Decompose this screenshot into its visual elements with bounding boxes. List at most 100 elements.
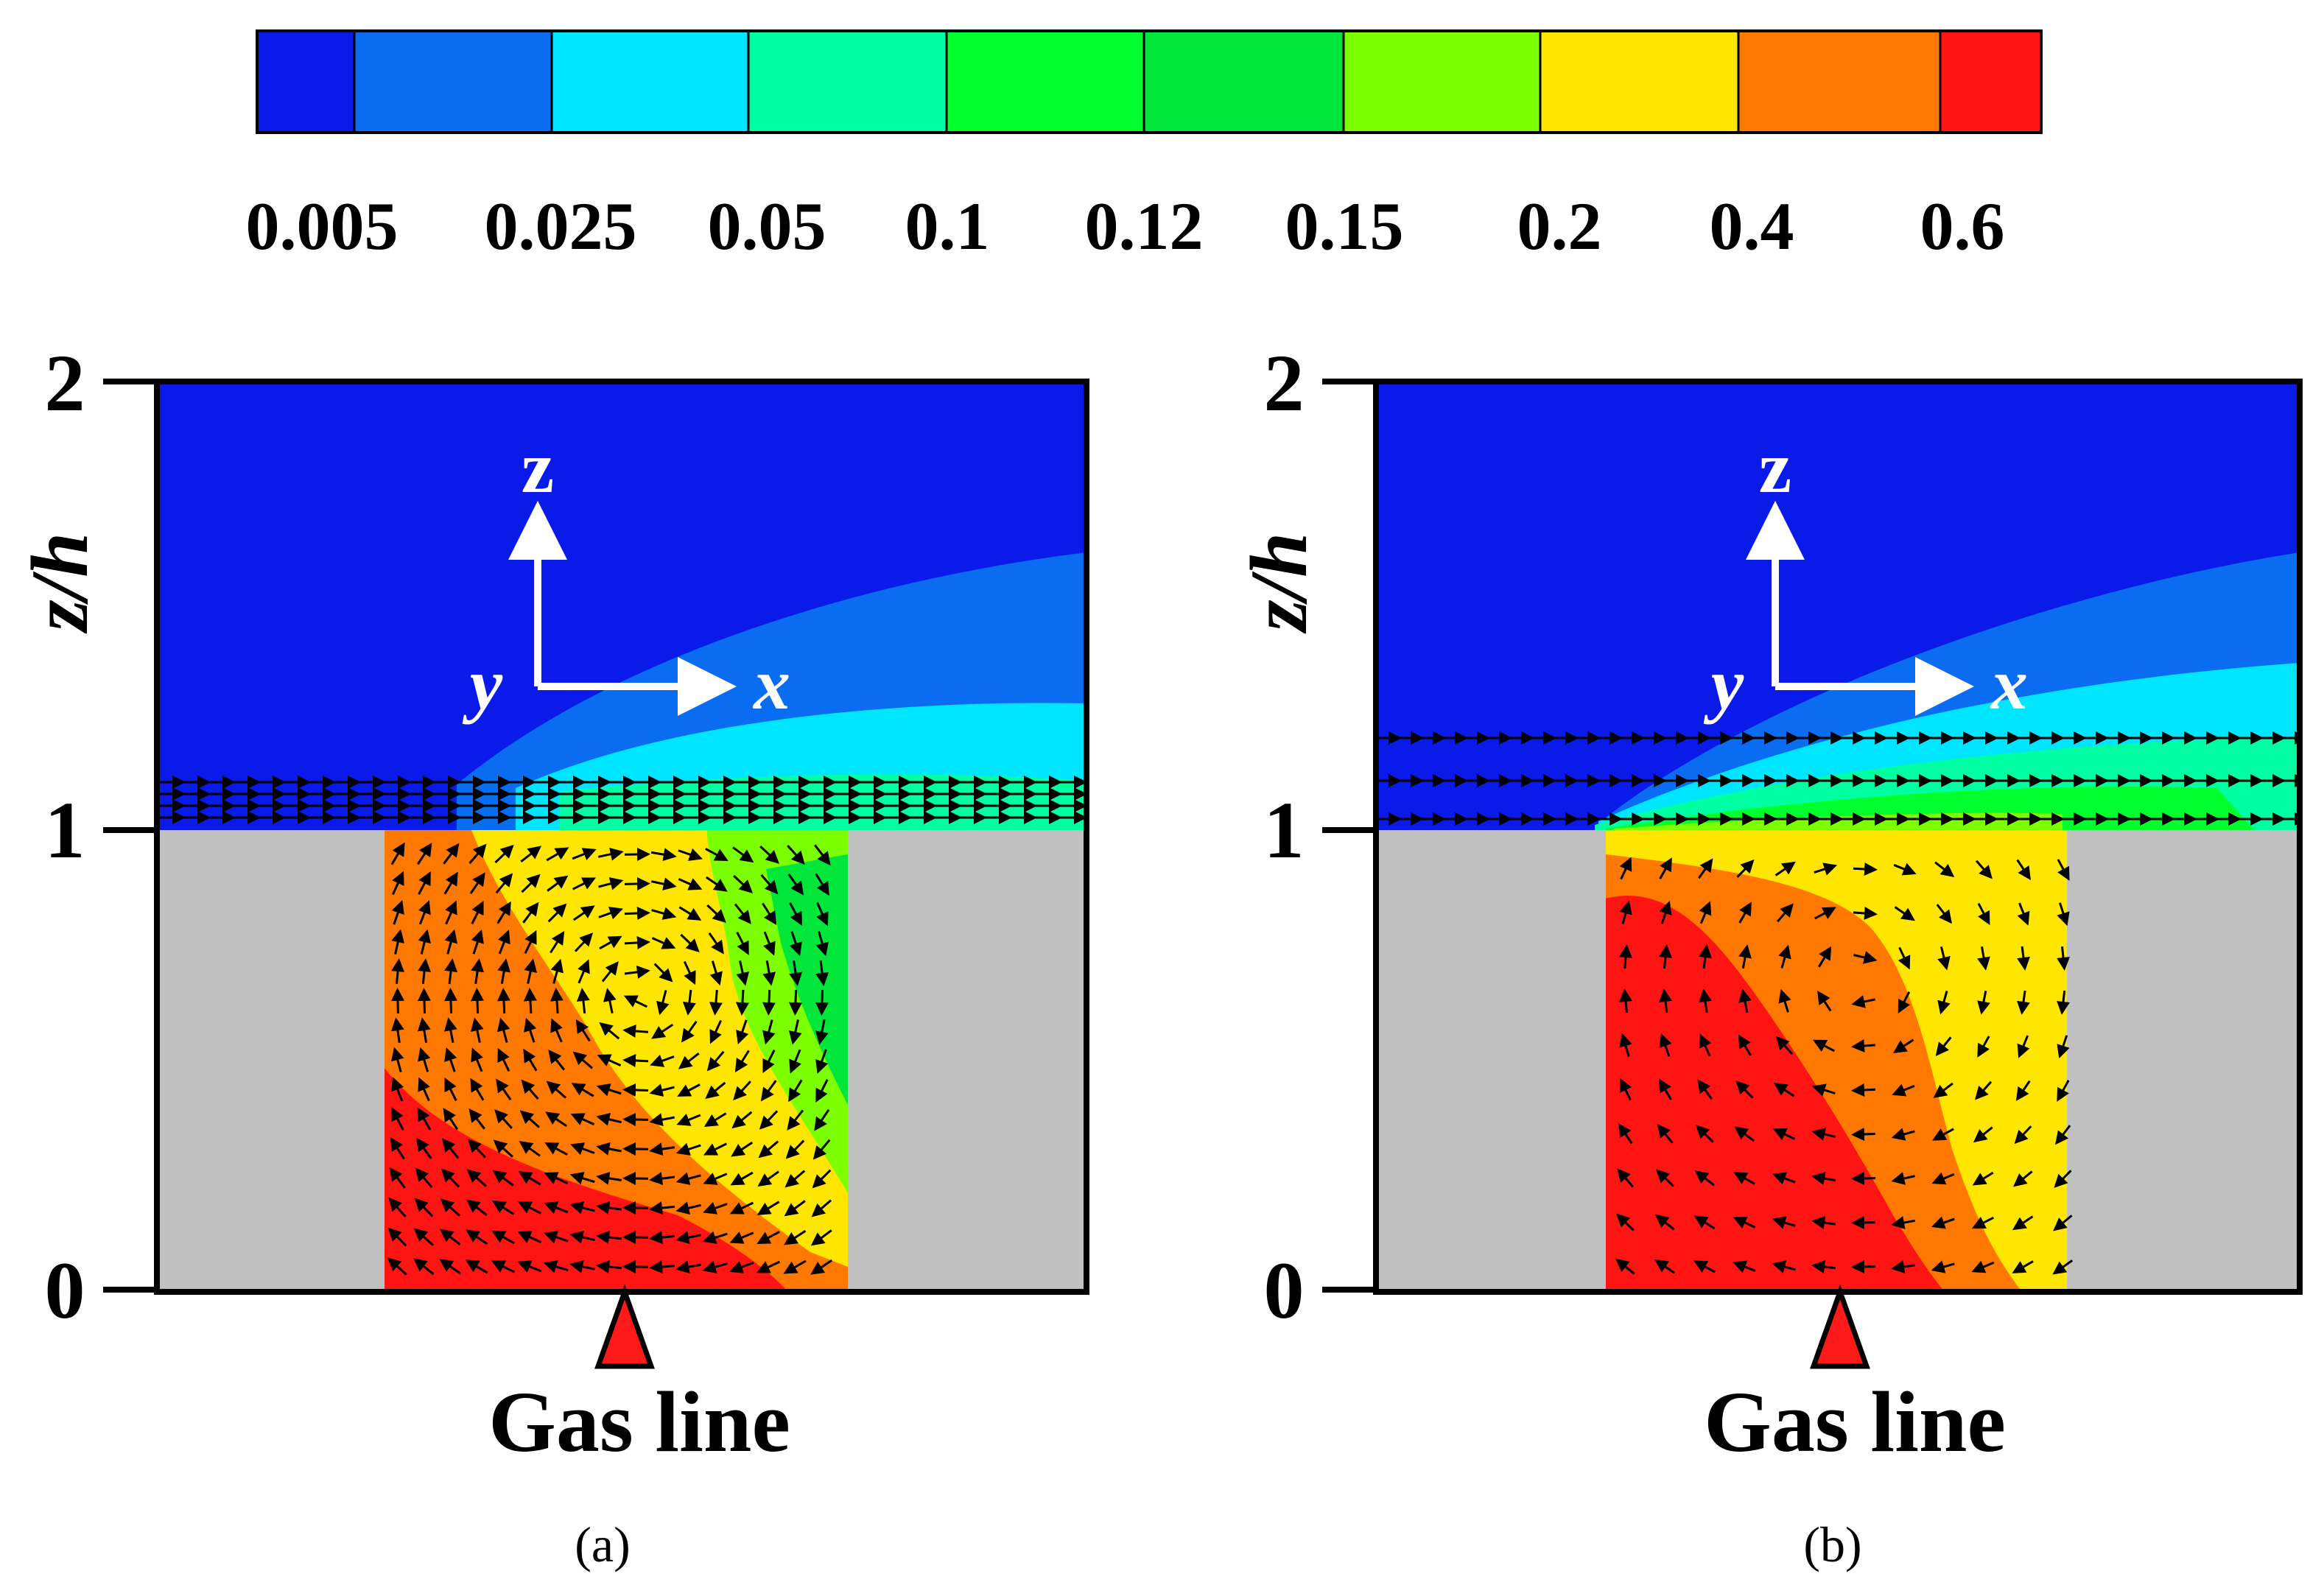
velocity-vector — [815, 1019, 829, 1045]
velocity-vector — [1619, 1078, 1632, 1101]
velocity-vector — [418, 900, 431, 925]
velocity-vector — [623, 995, 648, 1008]
velocity-vector — [731, 1111, 753, 1129]
velocity-vector — [735, 989, 749, 1016]
velocity-vector — [731, 1141, 754, 1157]
velocity-vector — [390, 1017, 404, 1044]
velocity-vector — [417, 988, 431, 1014]
velocity-vector — [578, 959, 590, 984]
velocity-vector — [523, 1048, 538, 1072]
velocity-vector — [416, 843, 432, 865]
velocity-vector — [1894, 906, 1915, 921]
velocity-vector — [2057, 859, 2070, 881]
velocity-vector — [1618, 1123, 1633, 1145]
velocity-vector — [596, 1230, 622, 1244]
velocity-vector — [810, 1229, 832, 1246]
velocity-vector — [649, 1113, 675, 1127]
panel-b-gas-line-label: Gas line — [1704, 1374, 2006, 1470]
colorbar-segment — [256, 29, 356, 134]
velocity-vector — [390, 842, 405, 865]
velocity-vector — [1659, 1078, 1672, 1100]
velocity-vector — [517, 1260, 542, 1273]
velocity-vector — [1817, 991, 1832, 1012]
panel-a-y-tick-label: 1 — [45, 785, 85, 875]
velocity-vector — [547, 875, 569, 892]
velocity-vector — [1814, 907, 1836, 920]
velocity-vector — [443, 843, 460, 865]
velocity-vector — [389, 1167, 406, 1189]
velocity-vector — [569, 1201, 595, 1215]
colorbar-tick-label: 0.6 — [1920, 189, 2005, 264]
velocity-vector — [677, 1083, 701, 1097]
velocity-vector — [524, 958, 537, 984]
velocity-vector — [2054, 1170, 2072, 1188]
velocity-vector — [550, 930, 565, 954]
velocity-vector — [811, 1199, 832, 1217]
velocity-vector — [1733, 1172, 1755, 1185]
velocity-vector — [1659, 1033, 1672, 1057]
velocity-vector — [815, 1049, 829, 1074]
velocity-vector — [544, 1172, 569, 1184]
velocity-vector — [812, 1139, 831, 1160]
velocity-vector — [1818, 946, 1832, 968]
velocity-vector — [812, 1169, 832, 1189]
velocity-vector — [415, 1167, 433, 1189]
velocity-vector — [1851, 1039, 1876, 1052]
velocity-vector — [675, 1201, 701, 1215]
velocity-vector — [1893, 1038, 1914, 1053]
velocity-vector — [1977, 946, 1990, 971]
velocity-vector — [656, 990, 670, 1016]
velocity-vector — [497, 929, 510, 955]
velocity-vector — [1738, 944, 1752, 969]
velocity-vector — [1772, 1128, 1796, 1141]
velocity-vector — [418, 929, 431, 955]
velocity-vector — [496, 988, 510, 1014]
velocity-vector — [543, 1260, 569, 1273]
velocity-vector — [624, 935, 650, 949]
velocity-vector — [756, 1260, 781, 1273]
velocity-vector — [1736, 860, 1755, 878]
velocity-vector — [678, 878, 703, 890]
panel-a-frame — [154, 379, 1089, 1295]
velocity-vector — [784, 1200, 806, 1217]
panel-b-left-building — [1376, 830, 1606, 1292]
velocity-vector — [388, 1197, 407, 1217]
velocity-vector — [596, 1201, 622, 1215]
velocity-vector — [415, 1137, 432, 1159]
panel-b-y-ticks: 2 1 0 — [1264, 338, 1376, 1335]
velocity-vector — [705, 1081, 726, 1099]
velocity-vector — [2014, 1125, 2032, 1145]
panel-a-y-axis-label: z/h — [15, 533, 105, 635]
velocity-vector — [734, 1050, 750, 1073]
velocity-vector — [2017, 902, 2030, 926]
colorbar-frame — [256, 29, 2043, 134]
velocity-vector — [1659, 857, 1672, 879]
panel-b-y-axis-label: z/h — [1234, 533, 1324, 635]
velocity-vector — [763, 931, 776, 956]
velocity-vector — [732, 846, 754, 863]
velocity-vector — [787, 845, 805, 865]
velocity-vector — [597, 847, 624, 861]
velocity-vector — [729, 1231, 754, 1244]
velocity-vector — [756, 1231, 780, 1245]
velocity-vector — [471, 929, 484, 955]
velocity-vector — [443, 1108, 459, 1131]
velocity-vector — [1931, 1216, 1955, 1229]
velocity-vector — [596, 1083, 622, 1097]
velocity-vector — [678, 1052, 700, 1069]
velocity-vector — [2012, 1215, 2034, 1231]
velocity-vector — [2057, 990, 2070, 1015]
velocity-vector — [1937, 946, 1951, 971]
velocity-vector — [2057, 902, 2070, 927]
velocity-vector — [789, 931, 802, 957]
velocity-vector — [702, 1231, 728, 1244]
panel-b-gas-source-triangle — [1810, 1284, 1870, 1369]
velocity-vector — [788, 989, 802, 1016]
velocity-vector — [762, 902, 777, 926]
velocity-vector — [1699, 944, 1712, 969]
velocity-vector — [2057, 1035, 2070, 1059]
velocity-vector — [2017, 1035, 2030, 1058]
panel-a-gas-source-triangle — [594, 1284, 655, 1369]
velocity-vector — [493, 1139, 513, 1158]
